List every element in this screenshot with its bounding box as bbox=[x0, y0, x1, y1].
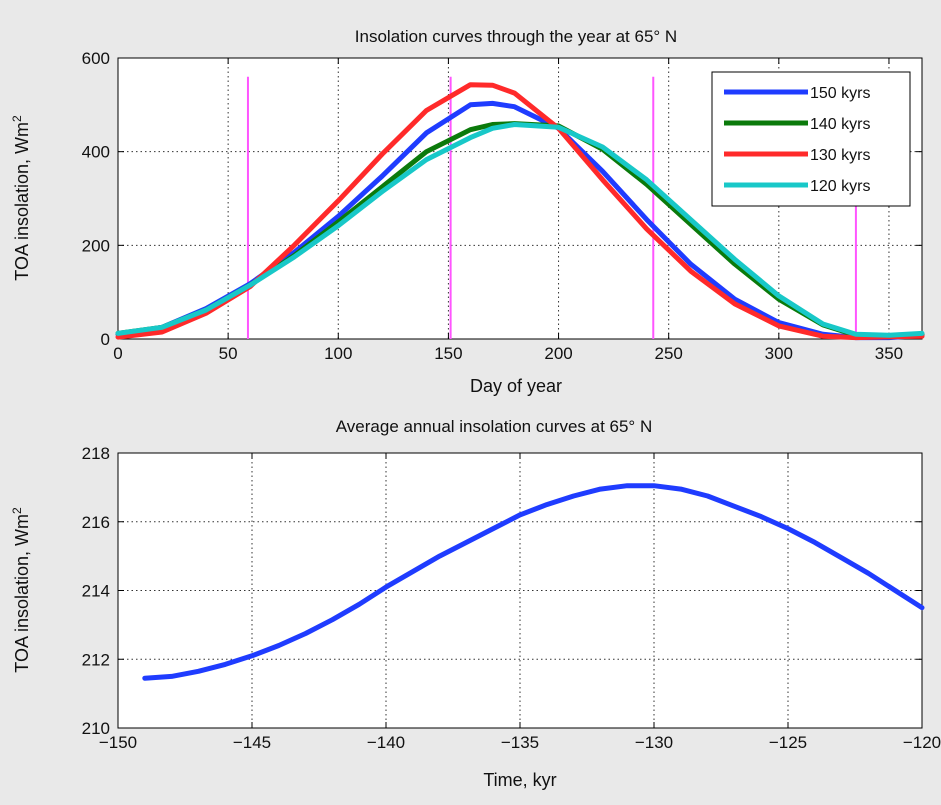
series-line-120-kyrs bbox=[115, 122, 925, 338]
y-tick-label: 218 bbox=[82, 444, 110, 463]
y-tick-label: 400 bbox=[82, 143, 110, 162]
x-tick-label: 200 bbox=[544, 344, 572, 363]
y-axis-label: TOA insolation, Wm2 bbox=[10, 115, 32, 281]
series-lines bbox=[115, 82, 925, 341]
x-tick-label: 250 bbox=[654, 344, 682, 363]
x-axis-label: Time, kyr bbox=[483, 770, 556, 790]
x-tick-label: −150 bbox=[99, 733, 137, 752]
y-tick-label: 600 bbox=[82, 49, 110, 68]
legend-label: 130 kyrs bbox=[810, 147, 870, 164]
series-line-130-kyrs bbox=[115, 82, 925, 341]
x-tick-label: −145 bbox=[233, 733, 271, 752]
series-line bbox=[142, 483, 925, 681]
x-tick-label: 0 bbox=[113, 344, 122, 363]
grid bbox=[117, 57, 922, 340]
x-axis-label: Day of year bbox=[470, 376, 562, 396]
annual-insolation-chart: Average annual insolation curves at 65° … bbox=[10, 417, 941, 790]
x-tick-label: 350 bbox=[875, 344, 903, 363]
tick-labels: 0 50 100 150 200 250 300 350 0 200 400 600 bbox=[82, 49, 904, 363]
legend-label: 140 kyrs bbox=[810, 116, 870, 133]
y-tick-label: 0 bbox=[101, 330, 110, 349]
seasonal-insolation-chart: Insolation curves through the year at 65… bbox=[10, 27, 925, 396]
y-tick-label: 210 bbox=[82, 719, 110, 738]
y-tick-label: 212 bbox=[82, 650, 110, 669]
y-tick-label: 216 bbox=[82, 513, 110, 532]
legend-label: 120 kyrs bbox=[810, 178, 870, 195]
x-tick-label: −125 bbox=[769, 733, 807, 752]
y-tick-label: 214 bbox=[82, 582, 110, 601]
tick-labels: −150 −145 −140 −135 −130 −125 −120 210 212 214 216… bbox=[82, 444, 941, 752]
x-tick-label: 150 bbox=[434, 344, 462, 363]
y-axis-label-superscript: 2 bbox=[10, 115, 24, 122]
y-axis-label-superscript: 2 bbox=[10, 507, 24, 514]
y-tick-label: 200 bbox=[82, 236, 110, 255]
legend-label: 150 kyrs bbox=[810, 85, 870, 102]
x-tick-label: 100 bbox=[324, 344, 352, 363]
x-tick-label: −140 bbox=[367, 733, 405, 752]
y-axis-label: TOA insolation, Wm2 bbox=[10, 507, 32, 673]
x-tick-label: −135 bbox=[501, 733, 539, 752]
x-tick-label: −120 bbox=[903, 733, 941, 752]
legend: 150 kyrs 140 kyrs 130 kyrs 120 kyrs bbox=[711, 71, 911, 207]
grid bbox=[117, 452, 923, 729]
x-tick-label: 300 bbox=[765, 344, 793, 363]
chart-title: Insolation curves through the year at 65… bbox=[355, 27, 677, 46]
x-tick-label: 50 bbox=[219, 344, 238, 363]
series-lines bbox=[142, 483, 925, 681]
x-tick-label: −130 bbox=[635, 733, 673, 752]
chart-title: Average annual insolation curves at 65° … bbox=[336, 417, 652, 436]
